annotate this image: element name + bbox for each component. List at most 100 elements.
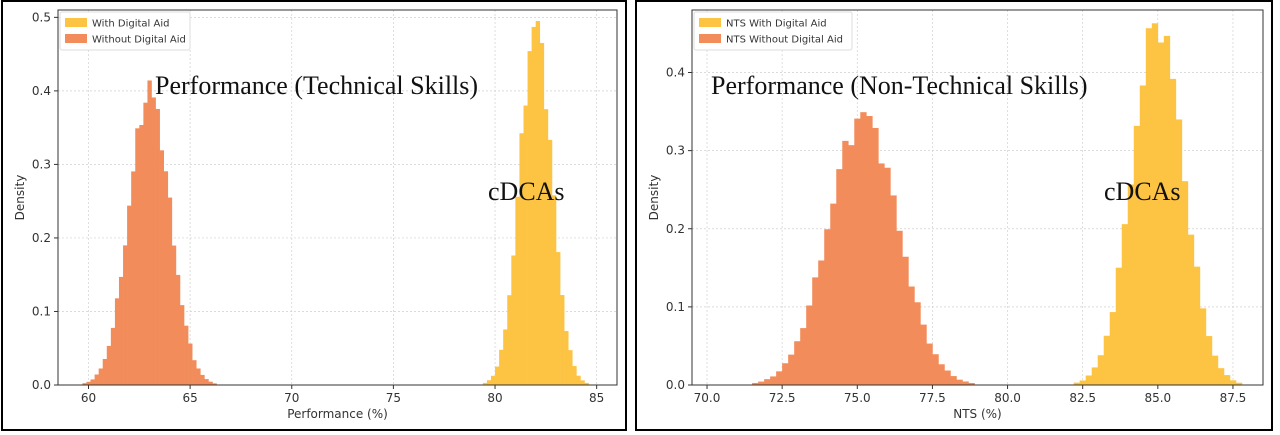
- histogram-bar: [812, 277, 819, 385]
- legend-swatch: [65, 34, 87, 43]
- histogram-bar: [490, 375, 496, 385]
- x-tick-label: 80.0: [994, 391, 1021, 405]
- histogram-bar: [944, 370, 951, 385]
- x-tick-label: 75: [386, 391, 401, 405]
- histogram-bar: [499, 349, 504, 385]
- histogram-bar: [950, 376, 957, 385]
- legend-label: NTS With Digital Aid: [726, 19, 827, 30]
- x-tick-label: 70: [284, 391, 299, 405]
- histogram-bar: [584, 382, 589, 385]
- series-with-digital-aid: [482, 21, 589, 386]
- histogram-bar: [151, 97, 156, 386]
- histogram-bar: [564, 330, 569, 385]
- x-tick-label: 75.0: [844, 391, 871, 405]
- x-tick-label: 87.5: [1220, 391, 1247, 405]
- histogram-bar: [1193, 266, 1201, 385]
- histogram-bar: [98, 368, 104, 385]
- histogram-bar: [866, 116, 873, 385]
- histogram-bar: [539, 42, 545, 386]
- histogram-bar: [147, 80, 152, 386]
- histogram-bar: [800, 328, 807, 385]
- histogram-bar: [527, 51, 532, 386]
- histogram-bar: [794, 341, 801, 385]
- histogram-bar: [208, 381, 213, 385]
- histogram-bar: [82, 383, 87, 385]
- y-tick-label: 0.3: [666, 144, 685, 158]
- plot-frame: [691, 9, 1264, 386]
- chart-annotation-cdcas: cDCAs: [1104, 177, 1181, 206]
- histogram-bar: [1085, 375, 1092, 385]
- histogram-bar: [212, 383, 217, 385]
- histogram-bar: [114, 298, 120, 385]
- histogram-bar: [486, 380, 492, 385]
- histogram-bar: [1097, 355, 1105, 385]
- histogram-bar: [1127, 184, 1135, 385]
- histogram-bar: [184, 325, 189, 385]
- histogram-bar: [884, 167, 891, 385]
- histogram-bar: [920, 324, 927, 385]
- y-tick-label: 0.2: [666, 222, 685, 236]
- x-tick-label: 77.5: [919, 391, 946, 405]
- x-axis-label: NTS (%): [953, 407, 1002, 421]
- histogram-bar: [1223, 375, 1231, 385]
- histogram-bar: [842, 140, 849, 385]
- histogram-bar: [495, 366, 500, 385]
- histogram-bar: [932, 354, 939, 385]
- histogram-bar: [131, 171, 136, 385]
- legend-swatch: [699, 34, 721, 43]
- histogram-bar: [86, 381, 91, 385]
- histogram-bar: [560, 295, 565, 385]
- y-tick-label: 0.3: [32, 157, 51, 171]
- histogram-bar: [1103, 335, 1111, 385]
- histogram-bar: [1187, 234, 1195, 385]
- legend-box: [59, 11, 191, 51]
- histogram-bar: [159, 150, 165, 385]
- histogram-bar: [143, 102, 148, 385]
- x-tick-label: 65: [182, 391, 197, 405]
- histogram-bar: [1169, 78, 1177, 385]
- legend-label: Without Digital Aid: [92, 35, 186, 46]
- histogram-bar: [926, 343, 933, 385]
- histogram-bar: [1079, 380, 1086, 385]
- histogram-bar: [758, 381, 765, 385]
- legend-swatch: [65, 18, 87, 27]
- histogram-bar: [752, 382, 759, 385]
- y-tick-label: 0.4: [32, 84, 51, 98]
- x-tick-label: 85: [589, 391, 604, 405]
- histogram-bar: [878, 163, 885, 385]
- histogram-bar: [572, 366, 577, 385]
- histogram-bar: [770, 376, 777, 385]
- histogram-bar: [515, 196, 520, 385]
- histogram-bar: [163, 171, 169, 385]
- histogram-bar: [1109, 312, 1117, 385]
- histogram-bar: [1139, 85, 1147, 386]
- histogram-bar: [1229, 380, 1237, 385]
- y-tick-label: 0.4: [666, 66, 685, 80]
- series-without-digital-aid: [82, 80, 217, 386]
- chart-annotation-title: Performance (Non-Technical Skills): [711, 71, 1088, 100]
- histogram-bar: [568, 350, 573, 385]
- histogram-bar: [776, 371, 783, 385]
- histogram-bar: [782, 363, 789, 385]
- histogram-bar: [830, 203, 837, 385]
- histogram-bar: [1091, 367, 1099, 385]
- histogram-bar: [1145, 28, 1153, 386]
- series-without-digital-aid: [752, 112, 975, 386]
- histogram-bar: [1205, 336, 1213, 385]
- histogram-bar: [204, 379, 209, 385]
- histogram-bar: [1175, 119, 1183, 386]
- histogram-bar: [896, 230, 903, 385]
- histogram-bar: [854, 118, 861, 385]
- histogram-bar: [511, 255, 516, 385]
- chart-technical-skills: 60 65 70 75 80 85 0.0 0.1 0.2 0.3 0.4 0.5 Performanc…: [13, 9, 618, 421]
- histogram-bar: [175, 274, 181, 385]
- histogram-bar: [1115, 267, 1123, 385]
- histogram-bar: [110, 327, 116, 385]
- histogram-bar: [135, 128, 140, 385]
- histogram-bar: [139, 125, 144, 386]
- y-tick-label: 0.1: [666, 300, 685, 314]
- histogram-bar: [902, 256, 909, 385]
- histogram-bar: [1199, 308, 1207, 385]
- histogram-bar: [968, 382, 975, 385]
- histogram-bar: [118, 276, 124, 385]
